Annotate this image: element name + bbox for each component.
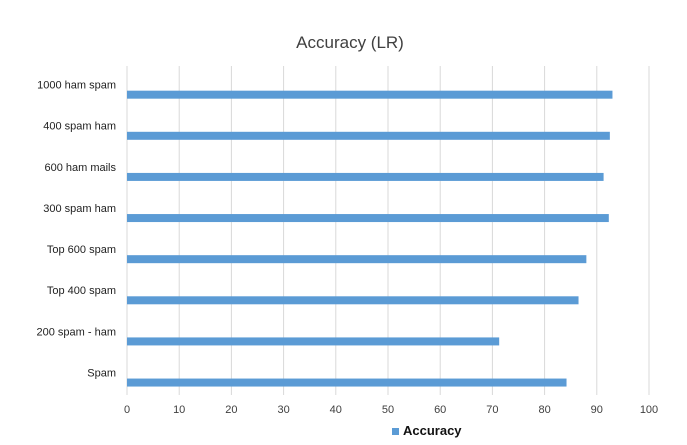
x-tick-label: 40 — [330, 404, 342, 416]
x-tick-label: 50 — [382, 404, 394, 416]
category-labels: 1000 ham spam 400 spam ham 600 ham mails 30… — [37, 80, 117, 380]
grid-lines — [126, 66, 650, 395]
category-label: Spam — [87, 367, 116, 379]
category-label: Top 400 spam — [47, 285, 116, 297]
x-axis-tick-labels: 0 10 20 30 40 50 60 70 80 90 100 — [124, 404, 658, 416]
category-label: 200 spam - ham — [37, 326, 116, 338]
x-tick-label: 20 — [225, 404, 237, 416]
bar-3 — [127, 214, 609, 223]
bar-4 — [127, 255, 587, 264]
chart-title: Accuracy (LR) — [296, 33, 404, 52]
legend: Accuracy — [392, 423, 462, 438]
legend-label: Accuracy — [403, 423, 462, 438]
x-tick-label: 100 — [640, 404, 658, 416]
bar-7 — [127, 378, 567, 387]
category-label: 300 spam ham — [43, 203, 116, 215]
category-label: Top 600 spam — [47, 244, 116, 256]
x-tick-label: 10 — [173, 404, 185, 416]
bar-6 — [127, 337, 500, 346]
x-tick-label: 0 — [124, 404, 130, 416]
bar-1 — [127, 131, 610, 140]
x-tick-label: 80 — [538, 404, 550, 416]
x-tick-label: 30 — [277, 404, 289, 416]
x-tick-label: 60 — [434, 404, 446, 416]
x-tick-label: 90 — [591, 404, 603, 416]
bar-2 — [127, 172, 604, 181]
x-tick-label: 70 — [486, 404, 498, 416]
category-label: 600 ham mails — [44, 162, 116, 174]
bar-5 — [127, 296, 579, 305]
category-label: 400 spam ham — [43, 121, 116, 133]
bar-0 — [127, 90, 613, 99]
category-label: 1000 ham spam — [37, 80, 116, 92]
legend-swatch — [392, 428, 399, 435]
bars — [127, 90, 613, 387]
